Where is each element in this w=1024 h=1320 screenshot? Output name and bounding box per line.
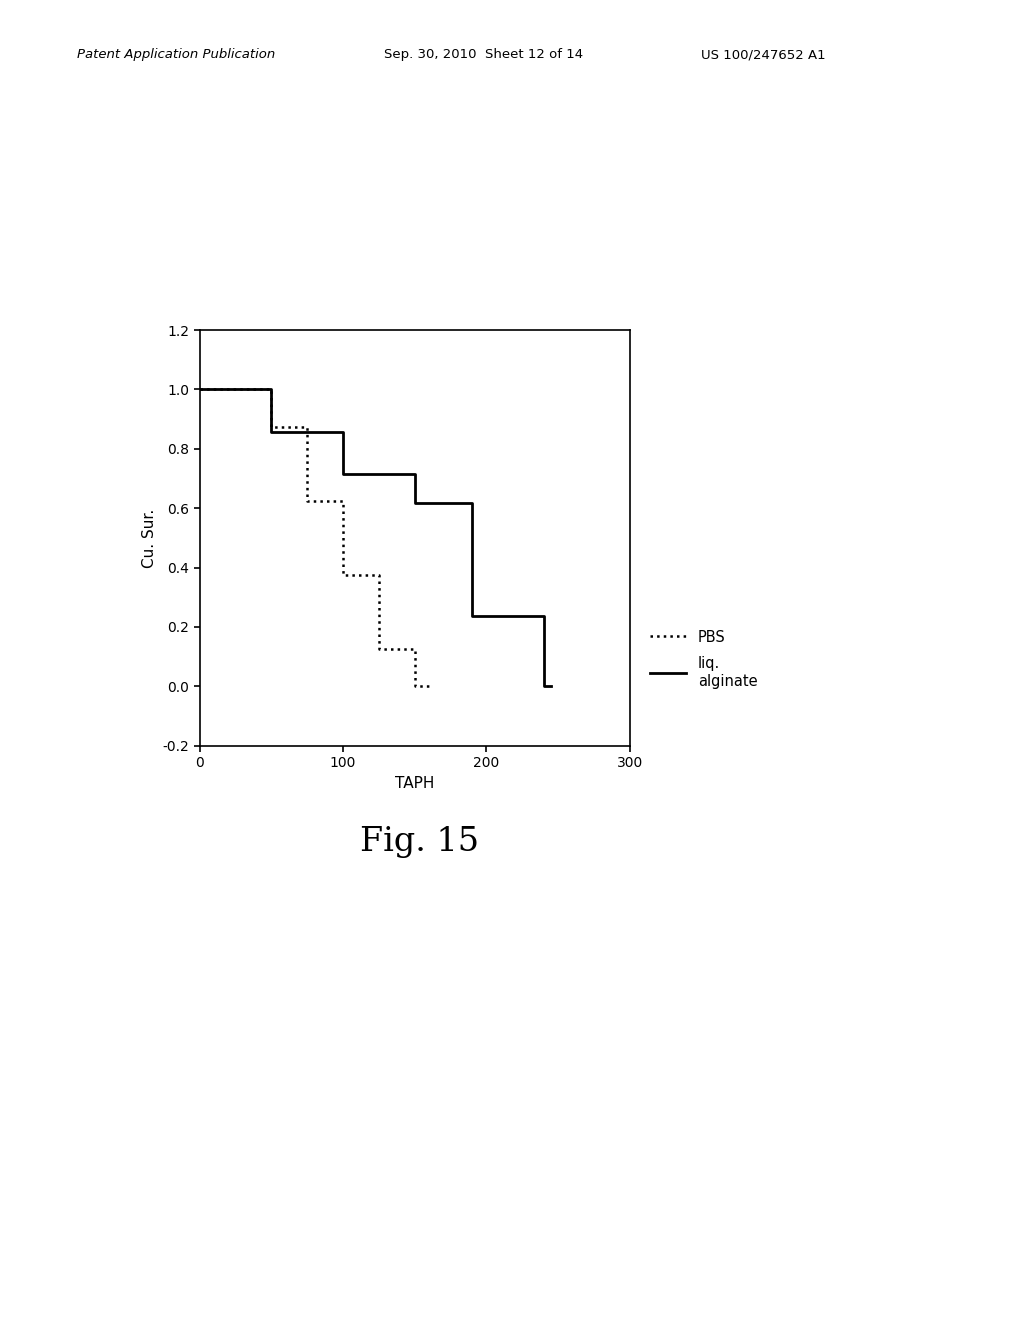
Y-axis label: Cu. Sur.: Cu. Sur. xyxy=(142,508,157,568)
X-axis label: TAPH: TAPH xyxy=(395,776,434,791)
Legend: PBS, liq.
alginate: PBS, liq. alginate xyxy=(650,630,758,689)
Text: US 100/247652 A1: US 100/247652 A1 xyxy=(701,48,826,61)
Text: Patent Application Publication: Patent Application Publication xyxy=(77,48,275,61)
Text: Fig. 15: Fig. 15 xyxy=(360,826,479,858)
Text: Sep. 30, 2010  Sheet 12 of 14: Sep. 30, 2010 Sheet 12 of 14 xyxy=(384,48,583,61)
